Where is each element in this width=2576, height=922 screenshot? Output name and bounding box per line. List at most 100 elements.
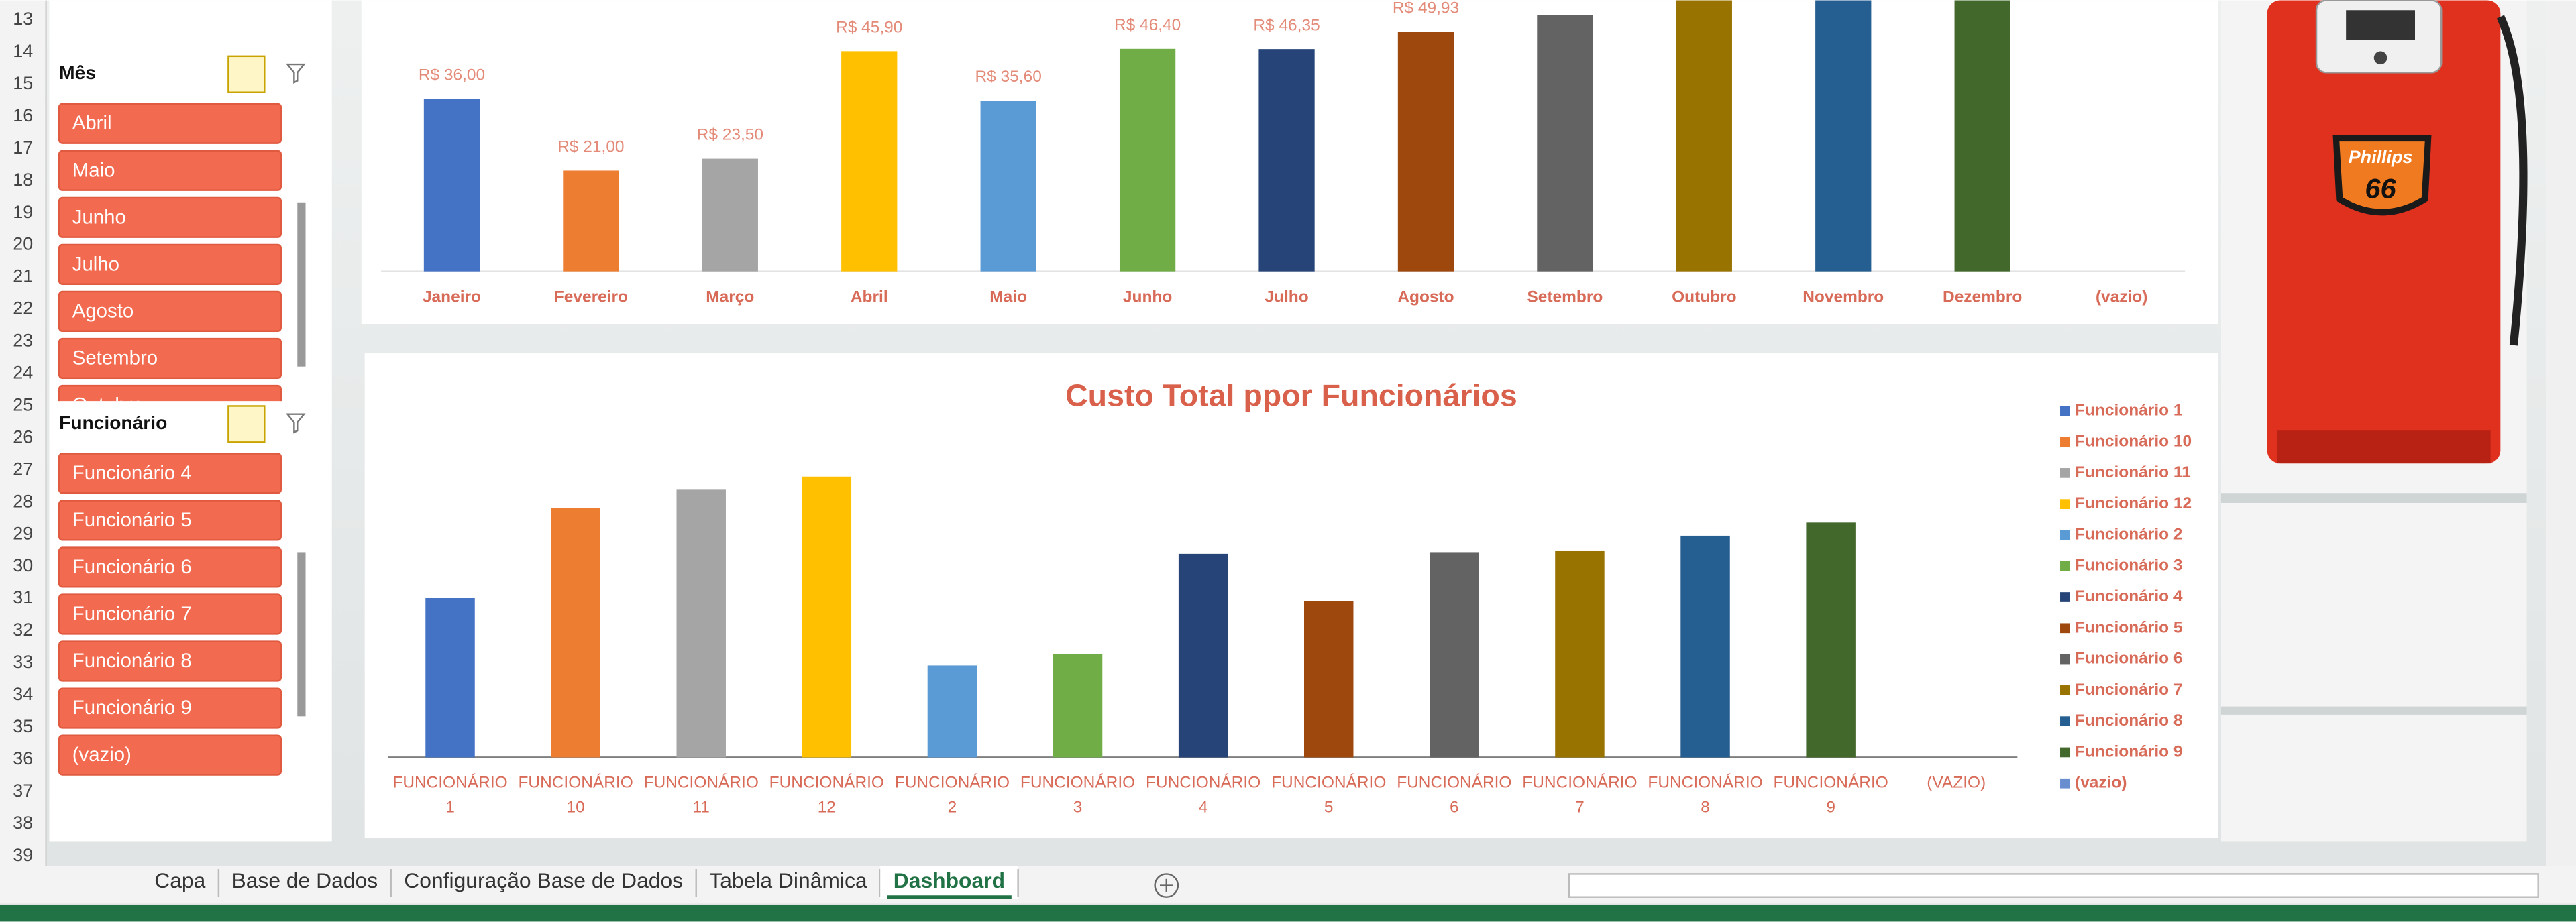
slicer-item[interactable]: [58, 150, 282, 191]
data-label: R$ 46,35: [1253, 16, 1320, 34]
legend-marker: [2060, 406, 2070, 416]
multi-select-button[interactable]: [227, 405, 266, 443]
slicer-item[interactable]: [58, 640, 282, 682]
slicer-item[interactable]: [58, 546, 282, 588]
x-tick-label: Março: [706, 288, 754, 306]
row-number: 14: [13, 41, 33, 61]
legend-label: Funcionário 7: [2075, 681, 2182, 699]
x-tick-label: Abril: [851, 288, 888, 306]
clear-filter-button[interactable]: [286, 413, 306, 434]
x-tick-label: Dezembro: [1943, 288, 2022, 306]
row-number: 28: [13, 491, 33, 511]
slicer-item[interactable]: [58, 734, 282, 776]
x-tick-label: Julho: [1265, 288, 1308, 306]
slicer-item[interactable]: [58, 453, 282, 494]
slicer-scrollbar: [297, 552, 306, 717]
slicer-item-label: Funcionário 6: [72, 556, 192, 578]
slicer-item-label: Outubro: [72, 394, 144, 416]
row-number: 15: [13, 73, 33, 93]
slicer-item[interactable]: [58, 337, 282, 380]
row-number: 31: [13, 587, 33, 608]
slicer-item[interactable]: [58, 593, 282, 635]
slicer-item[interactable]: [58, 384, 282, 425]
add-sheet-button[interactable]: [1154, 873, 1179, 898]
x-tick-label: Funcionário 11: [644, 774, 759, 817]
x-tick-label: (vazio): [1927, 774, 1986, 792]
bar: [980, 101, 1036, 272]
legend-marker: [2060, 778, 2070, 789]
row-number: 33: [13, 652, 33, 672]
legend-label: Funcionário 4: [2075, 587, 2183, 606]
legend-marker: [2060, 561, 2070, 571]
sheet-tab[interactable]: Configuração Base de Dados: [404, 868, 683, 892]
row-number: 26: [13, 426, 33, 447]
x-tick-label: Funcionário 8: [1648, 774, 1762, 817]
employee-chart-area: [364, 353, 2218, 838]
svg-text:Phillips: Phillips: [2349, 147, 2413, 167]
slicer-item-label: Funcionário 4: [72, 462, 192, 484]
sheet-tab[interactable]: Tabela Dinâmica: [709, 868, 867, 892]
data-label: R$ 46,40: [1114, 16, 1181, 34]
bar: [676, 489, 726, 758]
legend-label: Funcionário 11: [2075, 463, 2191, 481]
slicer-item[interactable]: [58, 243, 282, 285]
slicer-item[interactable]: [58, 290, 282, 333]
slicer-item-label: Funcionário 8: [72, 650, 192, 672]
sheet-tab[interactable]: Base de Dados: [231, 868, 378, 892]
legend-marker: [2060, 530, 2070, 540]
slicer-item[interactable]: [58, 687, 282, 729]
multi-select-button[interactable]: [227, 55, 266, 93]
bar: [1304, 601, 1354, 758]
x-tick-label: Funcionário 12: [769, 774, 884, 817]
legend-label: Funcionário 8: [2075, 711, 2182, 730]
slicer-item-label: Funcionário 9: [72, 697, 192, 719]
legend-label: Funcionário 9: [2075, 742, 2182, 760]
legend-marker: [2060, 468, 2070, 478]
bar: [1815, 0, 1872, 272]
bar: [927, 665, 977, 758]
slicer: Mês Abril Maio Junho Julho Agosto Setembro Outu…: [58, 55, 306, 425]
active-tab-background: [880, 866, 1018, 899]
row-header-column: [0, 0, 46, 866]
x-tick-label: Junho: [1123, 288, 1172, 306]
legend-label: Funcionário 3: [2075, 557, 2182, 575]
bar: [1178, 553, 1228, 758]
bar: [425, 597, 475, 758]
bar: [1537, 15, 1593, 272]
row-number: 36: [13, 748, 33, 768]
x-tick-label: Funcionário 3: [1020, 774, 1135, 817]
add-sheet-icon: [1159, 878, 1173, 892]
x-tick-label: Funcionário 5: [1271, 774, 1386, 817]
row-number: 21: [13, 266, 33, 286]
chart: R$ 36,00 Janeiro R$ 21,00 Fevereiro R$ 23,50…: [381, 0, 2186, 306]
bar: [563, 170, 619, 272]
legend-marker: [2060, 499, 2070, 510]
row-number: 16: [13, 105, 33, 125]
sheet-tab[interactable]: Dashboard: [894, 868, 1005, 892]
row-number: 38: [13, 813, 33, 833]
slicer-item[interactable]: [58, 196, 282, 238]
bar: [1397, 32, 1454, 272]
slicer-item[interactable]: [58, 500, 282, 541]
row-number: 32: [13, 620, 33, 640]
x-tick-label: Funcionário 1: [392, 774, 507, 817]
sheet-tab[interactable]: Capa: [154, 868, 205, 892]
svg-text:66: 66: [2365, 173, 2396, 205]
bar: [423, 99, 480, 272]
x-tick-label: Funcionário 2: [895, 774, 1010, 817]
x-tick-label: Agosto: [1397, 288, 1454, 306]
legend-marker: [2060, 654, 2070, 665]
data-label: R$ 23,50: [697, 126, 763, 144]
x-tick-label: Novembro: [1803, 288, 1884, 306]
clear-filter-button[interactable]: [286, 63, 306, 84]
row-number: 34: [13, 684, 33, 704]
horizontal-scrollbar[interactable]: [1568, 873, 2539, 898]
vertical-scrollbar[interactable]: [2546, 0, 2576, 866]
slicer-item[interactable]: [58, 103, 282, 144]
chart: Custo Total ppor Funcionários Funcionário…: [387, 378, 2192, 817]
legend-marker: [2060, 685, 2070, 695]
legend-marker: [2060, 437, 2070, 447]
data-label: R$ 21,00: [557, 138, 624, 156]
bar: [1680, 535, 1730, 758]
slicer-item-label: Setembro: [72, 347, 158, 369]
